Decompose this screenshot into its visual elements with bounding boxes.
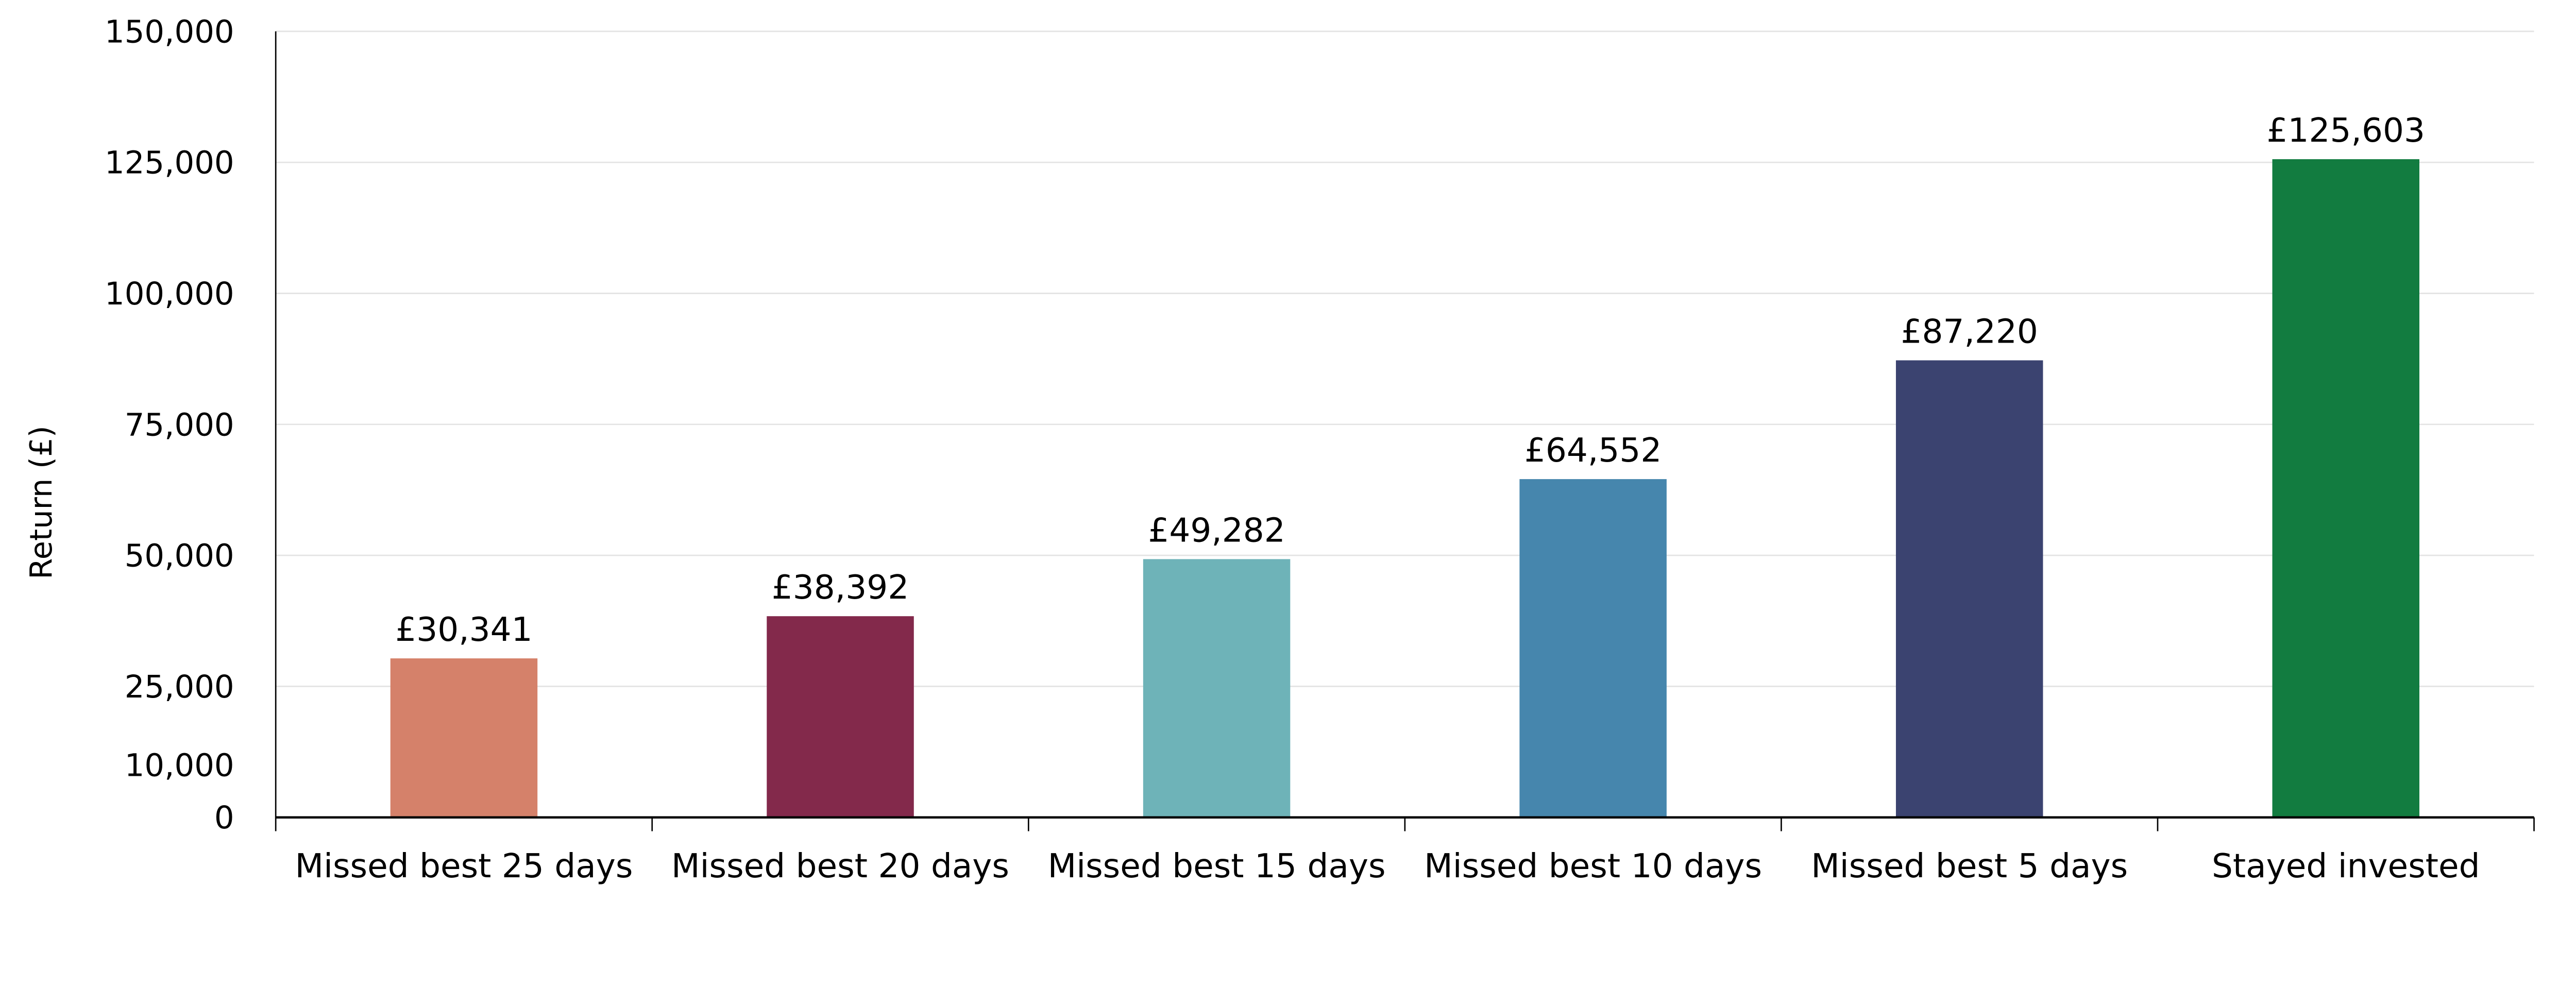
bars (390, 159, 2420, 818)
bar (1143, 559, 1291, 818)
y-tick-label: 50,000 (125, 538, 234, 574)
bar (1519, 479, 1667, 818)
data-label: £87,220 (1901, 312, 2038, 351)
x-tick-label: Missed best 25 days (295, 847, 633, 886)
data-label: £38,392 (772, 568, 909, 607)
bar (1895, 360, 2043, 818)
bar (767, 616, 914, 818)
y-tick-labels: 0 10,000 25,000 50,000 75,000 100,000 125,000 1… (105, 14, 234, 836)
bar (390, 658, 538, 818)
y-tick-label: 150,000 (105, 14, 234, 50)
bar (2272, 159, 2420, 818)
data-label: £125,603 (2267, 111, 2425, 150)
x-tick-labels: Missed best 25 days Missed best 20 days Mi… (295, 817, 2535, 886)
data-label: £30,341 (395, 610, 532, 649)
data-label: £49,282 (1148, 511, 1285, 550)
data-labels: £30,341 £38,392 £49,282 £64,552 £87,220 £125,… (395, 111, 2425, 649)
x-tick-label: Stayed invested (2212, 847, 2480, 886)
y-axis-label: Return (£) (23, 426, 59, 579)
y-tick-label: 75,000 (125, 407, 234, 443)
y-tick-label: 25,000 (125, 669, 234, 705)
x-tick-label: Missed best 10 days (1424, 847, 1762, 886)
x-tick-label: Missed best 20 days (671, 847, 1009, 886)
y-tick-label: 125,000 (105, 145, 234, 181)
bar-chart: 0 10,000 25,000 50,000 75,000 100,000 125,000 1… (23, 14, 2535, 886)
y-tick-label: 0 (214, 800, 234, 836)
data-label: £64,552 (1524, 431, 1662, 470)
x-tick-label: Missed best 15 days (1048, 847, 1386, 886)
gridlines (276, 30, 2534, 687)
y-tick-label: 10,000 (125, 747, 234, 784)
y-tick-label: 100,000 (105, 276, 234, 312)
x-tick-label: Missed best 5 days (1811, 847, 2128, 886)
